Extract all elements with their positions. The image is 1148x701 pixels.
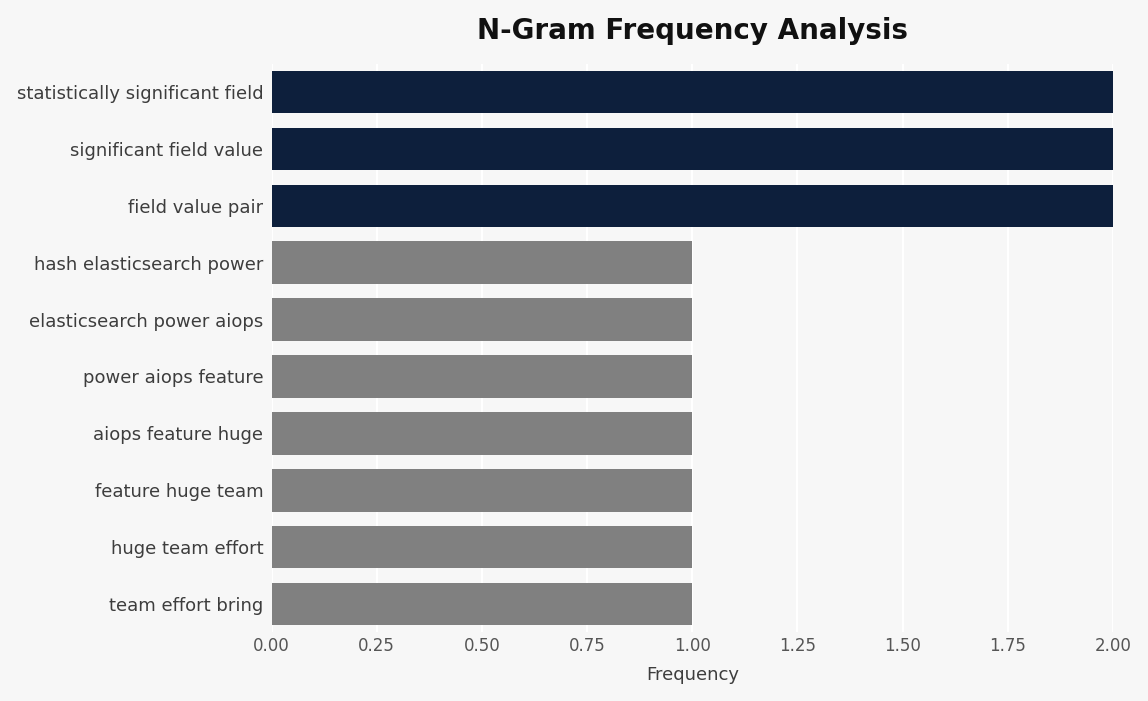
Bar — [272, 412, 692, 455]
Title: N-Gram Frequency Analysis: N-Gram Frequency Analysis — [476, 17, 908, 45]
X-axis label: Frequency: Frequency — [646, 667, 739, 684]
Bar — [272, 583, 692, 625]
Bar — [272, 184, 1112, 227]
Bar — [272, 469, 692, 512]
Bar — [272, 241, 692, 284]
Bar — [272, 71, 1112, 114]
Bar — [272, 355, 692, 397]
Bar — [272, 298, 692, 341]
Bar — [272, 526, 692, 569]
Bar — [272, 128, 1112, 170]
